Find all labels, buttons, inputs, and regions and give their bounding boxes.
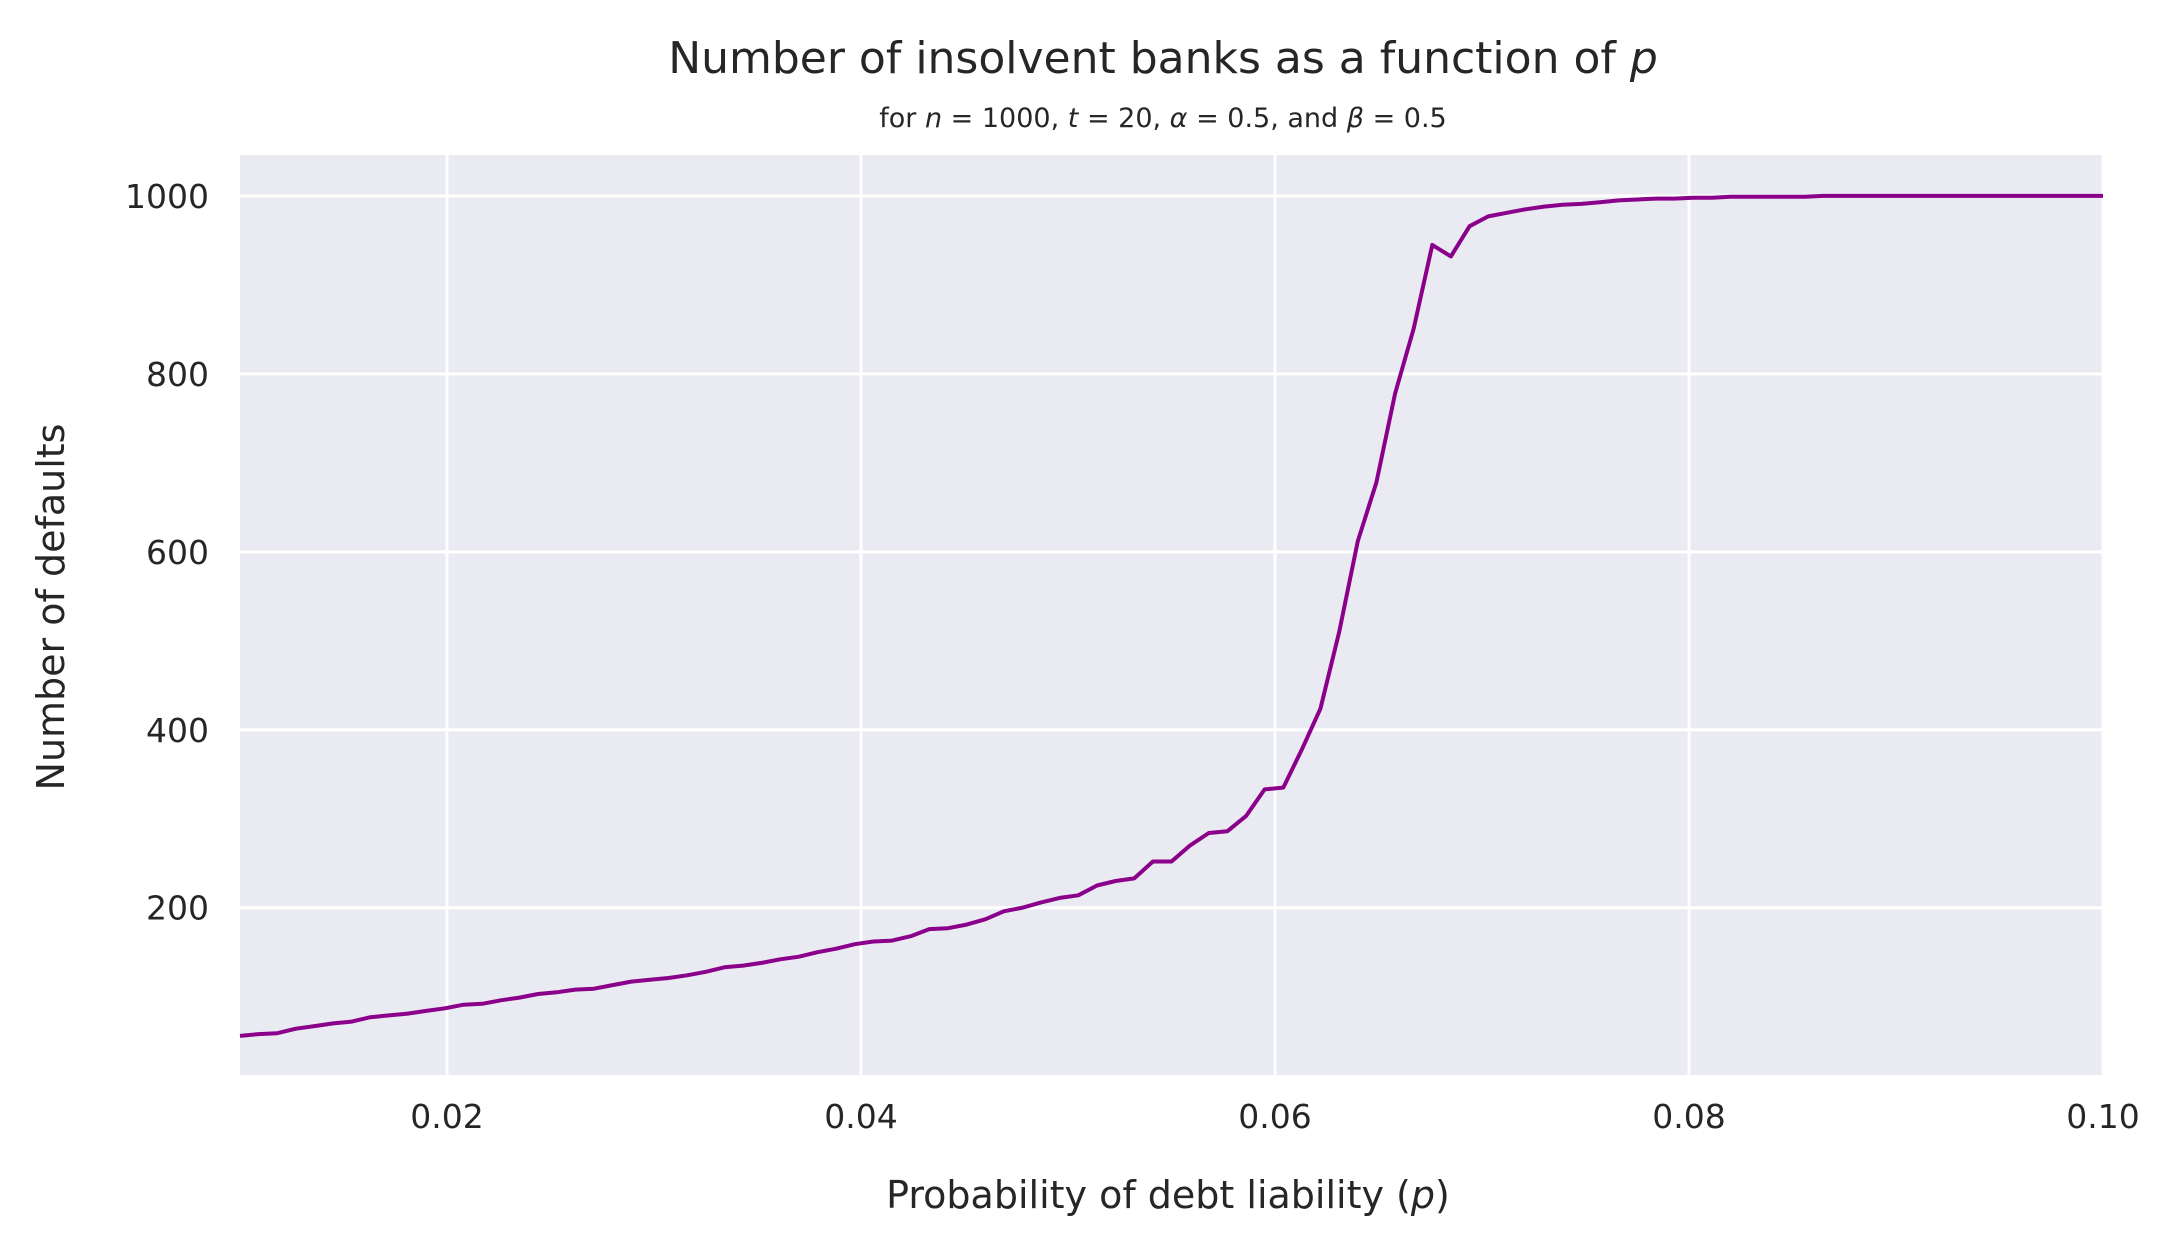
chart-subtitle: for n = 1000, t = 20, α = 0.5, and β = 0… bbox=[879, 103, 1446, 134]
y-tick-label: 1000 bbox=[125, 177, 209, 216]
tick-labels: 0.02 0.04 0.06 0.08 0.10 200 400 600 800 1000 bbox=[125, 177, 2140, 1136]
y-tick-label: 400 bbox=[146, 711, 209, 750]
y-tick-label: 600 bbox=[146, 533, 209, 572]
x-tick-label: 0.10 bbox=[2066, 1097, 2139, 1136]
x-tick-label: 0.02 bbox=[410, 1097, 483, 1136]
x-tick-label: 0.04 bbox=[824, 1097, 897, 1136]
x-tick-label: 0.08 bbox=[1652, 1097, 1725, 1136]
y-tick-label: 800 bbox=[146, 355, 209, 394]
series-line bbox=[239, 193, 2103, 1038]
y-axis-label: Number of defaults bbox=[29, 424, 73, 791]
x-tick-label: 0.06 bbox=[1238, 1097, 1311, 1136]
x-axis-label: Probability of debt liability (p) bbox=[886, 1173, 1450, 1217]
plot-background bbox=[240, 155, 2103, 1075]
y-tick-label: 200 bbox=[146, 889, 209, 928]
chart-title: Number of insolvent banks as a function … bbox=[668, 33, 1658, 84]
